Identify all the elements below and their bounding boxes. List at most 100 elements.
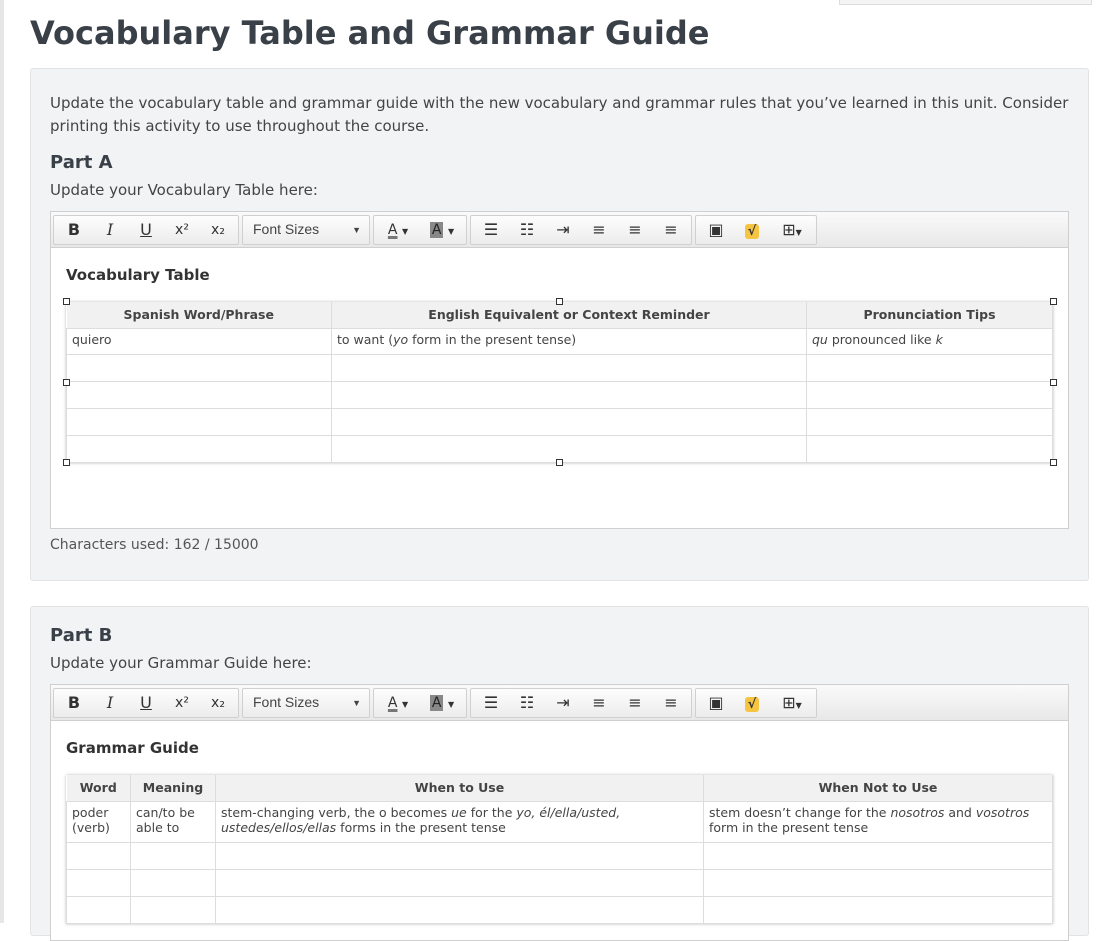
editor-content[interactable]: Grammar Guide Word Meaning When to Use When… bbox=[51, 721, 1068, 940]
table-cell[interactable]: poder (verb) bbox=[66, 800, 131, 843]
table-cell[interactable] bbox=[331, 380, 807, 409]
math-icon[interactable]: √ bbox=[734, 220, 770, 239]
math-icon[interactable]: √ bbox=[734, 693, 770, 712]
image-icon[interactable]: ▣ bbox=[708, 220, 724, 239]
table-cell[interactable] bbox=[806, 434, 1053, 463]
table-cell[interactable] bbox=[66, 868, 131, 897]
table-row[interactable] bbox=[66, 353, 1053, 382]
table-row[interactable] bbox=[66, 434, 1053, 463]
align-left-icon[interactable]: ≡ bbox=[592, 693, 606, 712]
grammar-guide-title: Grammar Guide bbox=[66, 739, 199, 757]
part-b-panel: Part B Update your Grammar Guide here: B… bbox=[30, 606, 1089, 941]
italic-button[interactable]: I bbox=[106, 220, 114, 239]
vocabulary-table-title: Vocabulary Table bbox=[66, 266, 210, 284]
table-cell[interactable] bbox=[130, 868, 216, 897]
table-cell[interactable] bbox=[703, 868, 1053, 897]
table-cell[interactable] bbox=[130, 895, 216, 924]
underline-button[interactable]: U bbox=[140, 220, 152, 239]
resize-handle[interactable] bbox=[1050, 298, 1057, 305]
table-row[interactable]: poder (verb) can/to be able to stem-changi… bbox=[66, 800, 1053, 843]
table-cell[interactable]: qu pronounced like k bbox=[806, 327, 1053, 355]
table-row[interactable] bbox=[66, 868, 1053, 897]
table-icon[interactable]: ⊞▼ bbox=[782, 220, 802, 239]
bold-button[interactable]: B bbox=[67, 220, 81, 239]
bold-button[interactable]: B bbox=[67, 693, 81, 712]
table-cell[interactable]: quiero bbox=[66, 327, 332, 355]
table-cell[interactable] bbox=[331, 407, 807, 436]
align-center-icon[interactable]: ≡ bbox=[628, 693, 642, 712]
background-color-button[interactable]: A ▼ bbox=[429, 221, 455, 238]
table-cell[interactable] bbox=[331, 353, 807, 382]
table-cell[interactable] bbox=[66, 407, 332, 436]
resize-handle[interactable] bbox=[1050, 459, 1057, 466]
align-center-icon[interactable]: ≡ bbox=[628, 220, 642, 239]
table-row[interactable] bbox=[66, 407, 1053, 436]
align-right-icon[interactable]: ≡ bbox=[664, 220, 678, 239]
table-cell[interactable] bbox=[806, 380, 1053, 409]
vocabulary-table[interactable]: Spanish Word/Phrase English Equivalent or… bbox=[66, 302, 1053, 463]
indent-icon[interactable]: ⇥ bbox=[556, 693, 570, 712]
font-sizes-label: Font Sizes bbox=[253, 220, 320, 237]
table-cell[interactable] bbox=[130, 841, 216, 870]
resize-handle[interactable] bbox=[63, 459, 70, 466]
text-color-icon: A bbox=[387, 221, 398, 238]
table-icon[interactable]: ⊞▼ bbox=[782, 693, 802, 712]
table-row[interactable] bbox=[66, 895, 1053, 924]
table-cell[interactable]: stem doesn’t change for the nosotros and… bbox=[703, 800, 1053, 843]
subscript-button[interactable]: x₂ bbox=[211, 221, 225, 238]
bullet-list-icon[interactable]: ☰ bbox=[483, 693, 499, 712]
superscript-button[interactable]: x² bbox=[175, 221, 189, 238]
table-cell[interactable]: stem-changing verb, the o becomes ue for… bbox=[215, 800, 704, 843]
editor-content[interactable]: Vocabulary Table Spanish Word/Phrase Engl… bbox=[51, 248, 1068, 528]
italic-button[interactable]: I bbox=[106, 693, 114, 712]
header-row: Word Meaning When to Use When Not to Use bbox=[66, 775, 1053, 801]
resize-handle[interactable] bbox=[1050, 379, 1057, 386]
table-row[interactable] bbox=[66, 380, 1053, 409]
table-cell[interactable] bbox=[215, 868, 704, 897]
resize-handle[interactable] bbox=[556, 459, 563, 466]
table-cell[interactable] bbox=[703, 895, 1053, 924]
font-sizes-dropdown[interactable]: Font Sizes ▼ bbox=[245, 694, 367, 712]
resize-handle[interactable] bbox=[63, 379, 70, 386]
part-a-panel: Update the vocabulary table and grammar … bbox=[30, 68, 1089, 581]
numbered-list-icon[interactable]: ☷ bbox=[519, 693, 535, 712]
table-cell[interactable]: to want (yo form in the present tense) bbox=[331, 327, 807, 355]
table-cell[interactable] bbox=[703, 841, 1053, 870]
bullet-list-icon[interactable]: ☰ bbox=[483, 220, 499, 239]
table-cell[interactable] bbox=[331, 434, 807, 463]
table-cell[interactable] bbox=[66, 380, 332, 409]
page-title: Vocabulary Table and Grammar Guide bbox=[30, 14, 710, 52]
resize-handle[interactable] bbox=[556, 298, 563, 305]
text-color-button[interactable]: A ▼ bbox=[387, 694, 409, 711]
background-color-icon: A bbox=[429, 221, 444, 238]
table-cell[interactable]: can/to be able to bbox=[130, 800, 216, 843]
table-cell[interactable] bbox=[66, 841, 131, 870]
column-header: Pronunciation Tips bbox=[806, 302, 1053, 328]
superscript-button[interactable]: x² bbox=[175, 694, 189, 711]
text-color-button[interactable]: A ▼ bbox=[387, 221, 409, 238]
numbered-list-icon[interactable]: ☷ bbox=[519, 220, 535, 239]
column-header: Meaning bbox=[130, 775, 216, 801]
indent-icon[interactable]: ⇥ bbox=[556, 220, 570, 239]
background-color-button[interactable]: A ▼ bbox=[429, 694, 455, 711]
intro-text: Update the vocabulary table and grammar … bbox=[50, 94, 1069, 135]
table-cell[interactable] bbox=[66, 353, 332, 382]
image-icon[interactable]: ▣ bbox=[708, 693, 724, 712]
table-cell[interactable] bbox=[66, 434, 332, 463]
table-cell[interactable] bbox=[806, 407, 1053, 436]
subscript-button[interactable]: x₂ bbox=[211, 694, 225, 711]
font-sizes-dropdown[interactable]: Font Sizes ▼ bbox=[245, 221, 367, 239]
align-left-icon[interactable]: ≡ bbox=[592, 220, 606, 239]
grammar-table[interactable]: Word Meaning When to Use When Not to Use pod… bbox=[66, 775, 1053, 924]
align-right-icon[interactable]: ≡ bbox=[664, 693, 678, 712]
table-cell[interactable] bbox=[215, 895, 704, 924]
underline-button[interactable]: U bbox=[140, 693, 152, 712]
resize-handle[interactable] bbox=[63, 298, 70, 305]
table-cell[interactable] bbox=[66, 895, 131, 924]
table-row[interactable] bbox=[66, 841, 1053, 870]
table-cell[interactable] bbox=[215, 841, 704, 870]
table-cell[interactable] bbox=[806, 353, 1053, 382]
table-row[interactable]: quiero to want (yo form in the present te… bbox=[66, 327, 1053, 355]
